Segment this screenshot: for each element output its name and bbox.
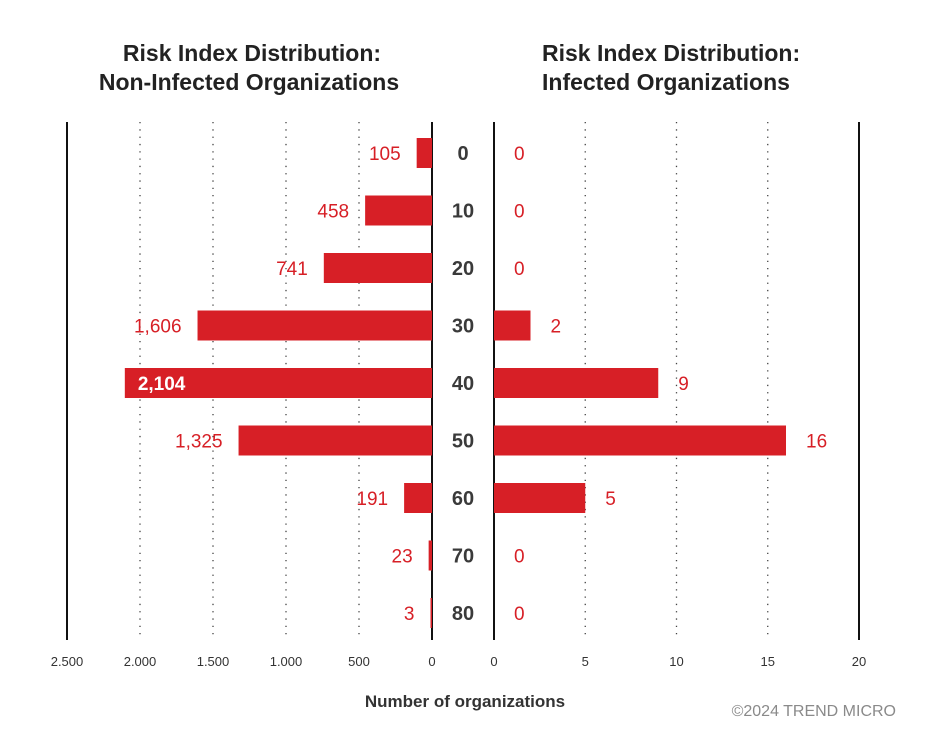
right-bar — [494, 483, 586, 513]
right-bar — [494, 310, 531, 341]
category-label: 20 — [452, 258, 474, 280]
left-bar — [238, 425, 432, 456]
category-label: 70 — [452, 546, 474, 568]
right-chart-title-line-2: Infected Organizations — [542, 69, 790, 95]
right-value-label: 0 — [514, 202, 525, 223]
category-label: 0 — [457, 143, 468, 165]
left-tick-label: 2.000 — [124, 654, 157, 669]
left-value-label: 105 — [369, 144, 401, 165]
right-tick-label: 10 — [669, 654, 683, 669]
left-tick-label: 1.000 — [270, 654, 303, 669]
left-chart-title-line-1: Risk Index Distribution: — [123, 40, 381, 66]
left-bar — [428, 540, 432, 571]
left-tick-label: 500 — [348, 654, 370, 669]
right-value-label: 16 — [806, 432, 827, 453]
right-value-label: 0 — [514, 547, 525, 568]
left-value-label: 741 — [276, 259, 308, 280]
right-tick-label: 5 — [582, 654, 589, 669]
right-tick-label: 15 — [761, 654, 775, 669]
right-value-label: 0 — [514, 604, 525, 625]
copyright-credit: ©2024 TREND MICRO — [732, 703, 896, 720]
left-bar — [323, 253, 432, 283]
left-tick-label: 1.500 — [197, 654, 230, 669]
category-label: 30 — [452, 316, 474, 338]
right-chart-title-line-1: Risk Index Distribution: — [542, 40, 800, 66]
left-bars — [124, 138, 432, 628]
left-value-label: 458 — [317, 202, 349, 223]
left-bar — [197, 310, 432, 341]
left-value-label: 23 — [392, 547, 413, 568]
right-bar — [494, 425, 786, 456]
right-bars — [494, 310, 786, 513]
left-value-label: 191 — [356, 489, 388, 510]
right-tick-label: 20 — [852, 654, 866, 669]
right-value-label: 2 — [551, 317, 562, 338]
category-label: 60 — [452, 488, 474, 510]
left-bar — [404, 483, 432, 513]
left-value-label: 3 — [404, 604, 415, 625]
left-tick-label: 2.500 — [51, 654, 84, 669]
left-chart: Risk Index Distribution: Non-Infected Or… — [51, 40, 436, 669]
right-bar — [494, 368, 659, 398]
right-tick-labels: 0 5 10 15 20 — [490, 654, 866, 669]
left-value-label: 1,606 — [134, 317, 182, 338]
left-bar — [365, 195, 432, 226]
right-value-label: 5 — [605, 489, 616, 510]
category-label: 40 — [452, 373, 474, 395]
category-label: 80 — [452, 603, 474, 625]
right-value-label: 9 — [678, 374, 689, 395]
x-axis-label: Number of organizations — [365, 692, 565, 711]
left-value-labels: 105 458 741 1,606 2,104 1,325 191 23 3 — [134, 144, 415, 625]
left-value-label: 1,325 — [175, 432, 223, 453]
left-tick-label: 0 — [428, 654, 435, 669]
left-tick-labels: 0 500 1.000 1.500 2.000 2.500 — [51, 654, 436, 669]
right-value-labels: 0 0 0 2 9 16 5 0 0 — [514, 144, 827, 625]
right-value-label: 0 — [514, 259, 525, 280]
category-labels: 0 10 20 30 40 50 60 70 80 — [452, 143, 474, 625]
right-value-label: 0 — [514, 144, 525, 165]
category-label: 50 — [452, 431, 474, 453]
left-bar — [124, 368, 432, 398]
left-bar — [430, 598, 432, 628]
right-tick-label: 0 — [490, 654, 497, 669]
category-label: 10 — [452, 201, 474, 223]
left-chart-title-line-2: Non-Infected Organizations — [99, 69, 399, 95]
left-bar — [416, 138, 432, 168]
right-chart: Risk Index Distribution: Infected Organi… — [490, 40, 866, 669]
left-value-label: 2,104 — [138, 374, 186, 395]
